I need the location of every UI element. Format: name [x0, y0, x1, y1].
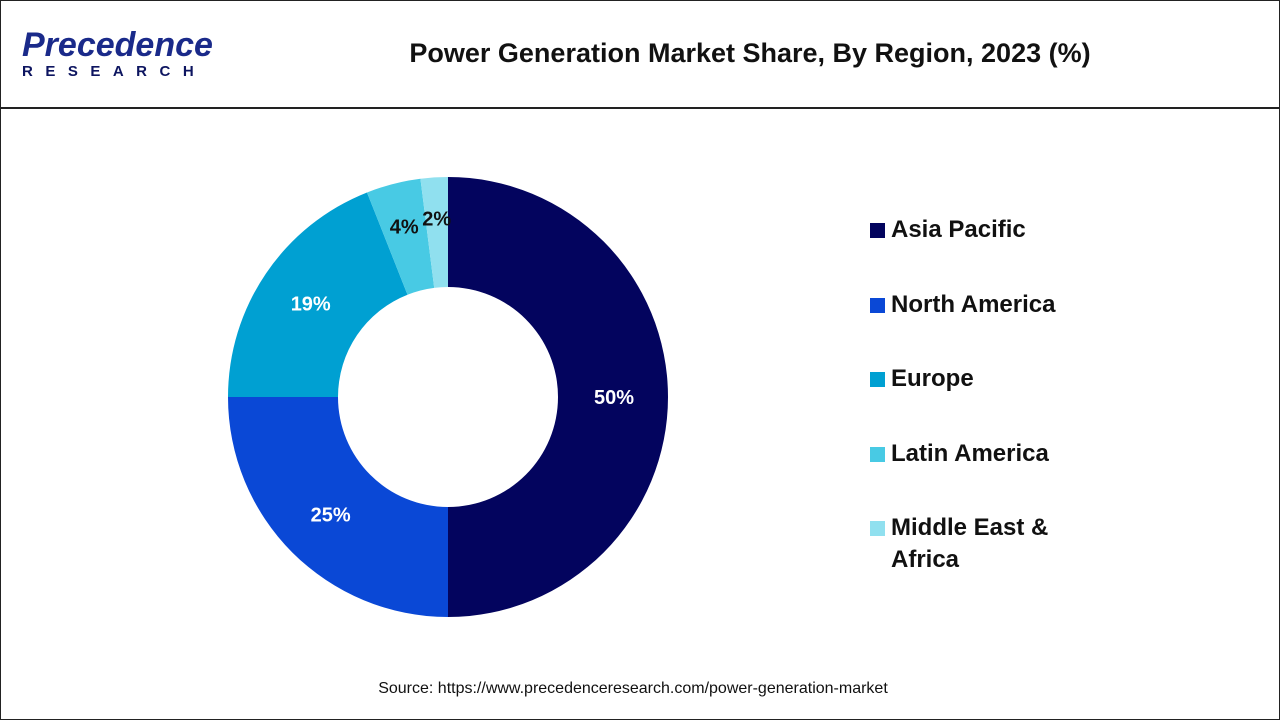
legend-item: Middle East & Africa: [870, 512, 1091, 587]
legend-swatch: [870, 446, 885, 462]
header: Precedence RESEARCH Power Generation Mar…: [0, 0, 1280, 109]
data-label: 4%: [390, 217, 419, 239]
legend-swatch: [870, 521, 885, 536]
legend-item: Latin America: [870, 438, 1091, 513]
data-label: 2%: [422, 208, 451, 230]
chart-title: Power Generation Market Share, By Region…: [409, 38, 1091, 68]
precedence-research-logo: Precedence RESEARCH: [22, 28, 213, 80]
data-label: 25%: [311, 504, 351, 526]
slice-asia-pacific: [448, 177, 668, 617]
legend-label: Europe: [891, 365, 974, 392]
slice-middle-east-africa: [420, 177, 448, 288]
legend-item: North America: [870, 289, 1091, 364]
slice-north-america: [228, 397, 448, 617]
data-label: 50%: [594, 387, 634, 409]
slice-latin-america: [367, 178, 435, 295]
logo-subtitle: RESEARCH: [22, 63, 207, 80]
legend-item: Europe: [870, 363, 1091, 438]
legend: Asia Pacific North America Europe Latin Ame…: [870, 214, 1091, 587]
legend-item: Asia Pacific: [870, 214, 1091, 289]
legend-swatch: [870, 223, 885, 238]
slice-europe: [228, 192, 408, 397]
legend-label: Asia Pacific: [891, 216, 1026, 243]
legend-label: Middle East & Africa: [891, 514, 1049, 573]
legend-label: North America: [891, 290, 1056, 318]
data-label: 19%: [291, 294, 331, 316]
legend-swatch: [870, 297, 885, 313]
legend-label: Latin America: [891, 439, 1049, 467]
logo-wordmark: Precedence: [22, 26, 213, 64]
legend-swatch: [870, 372, 885, 387]
source-text: Source: https://www.precedenceresearch.c…: [378, 680, 888, 697]
